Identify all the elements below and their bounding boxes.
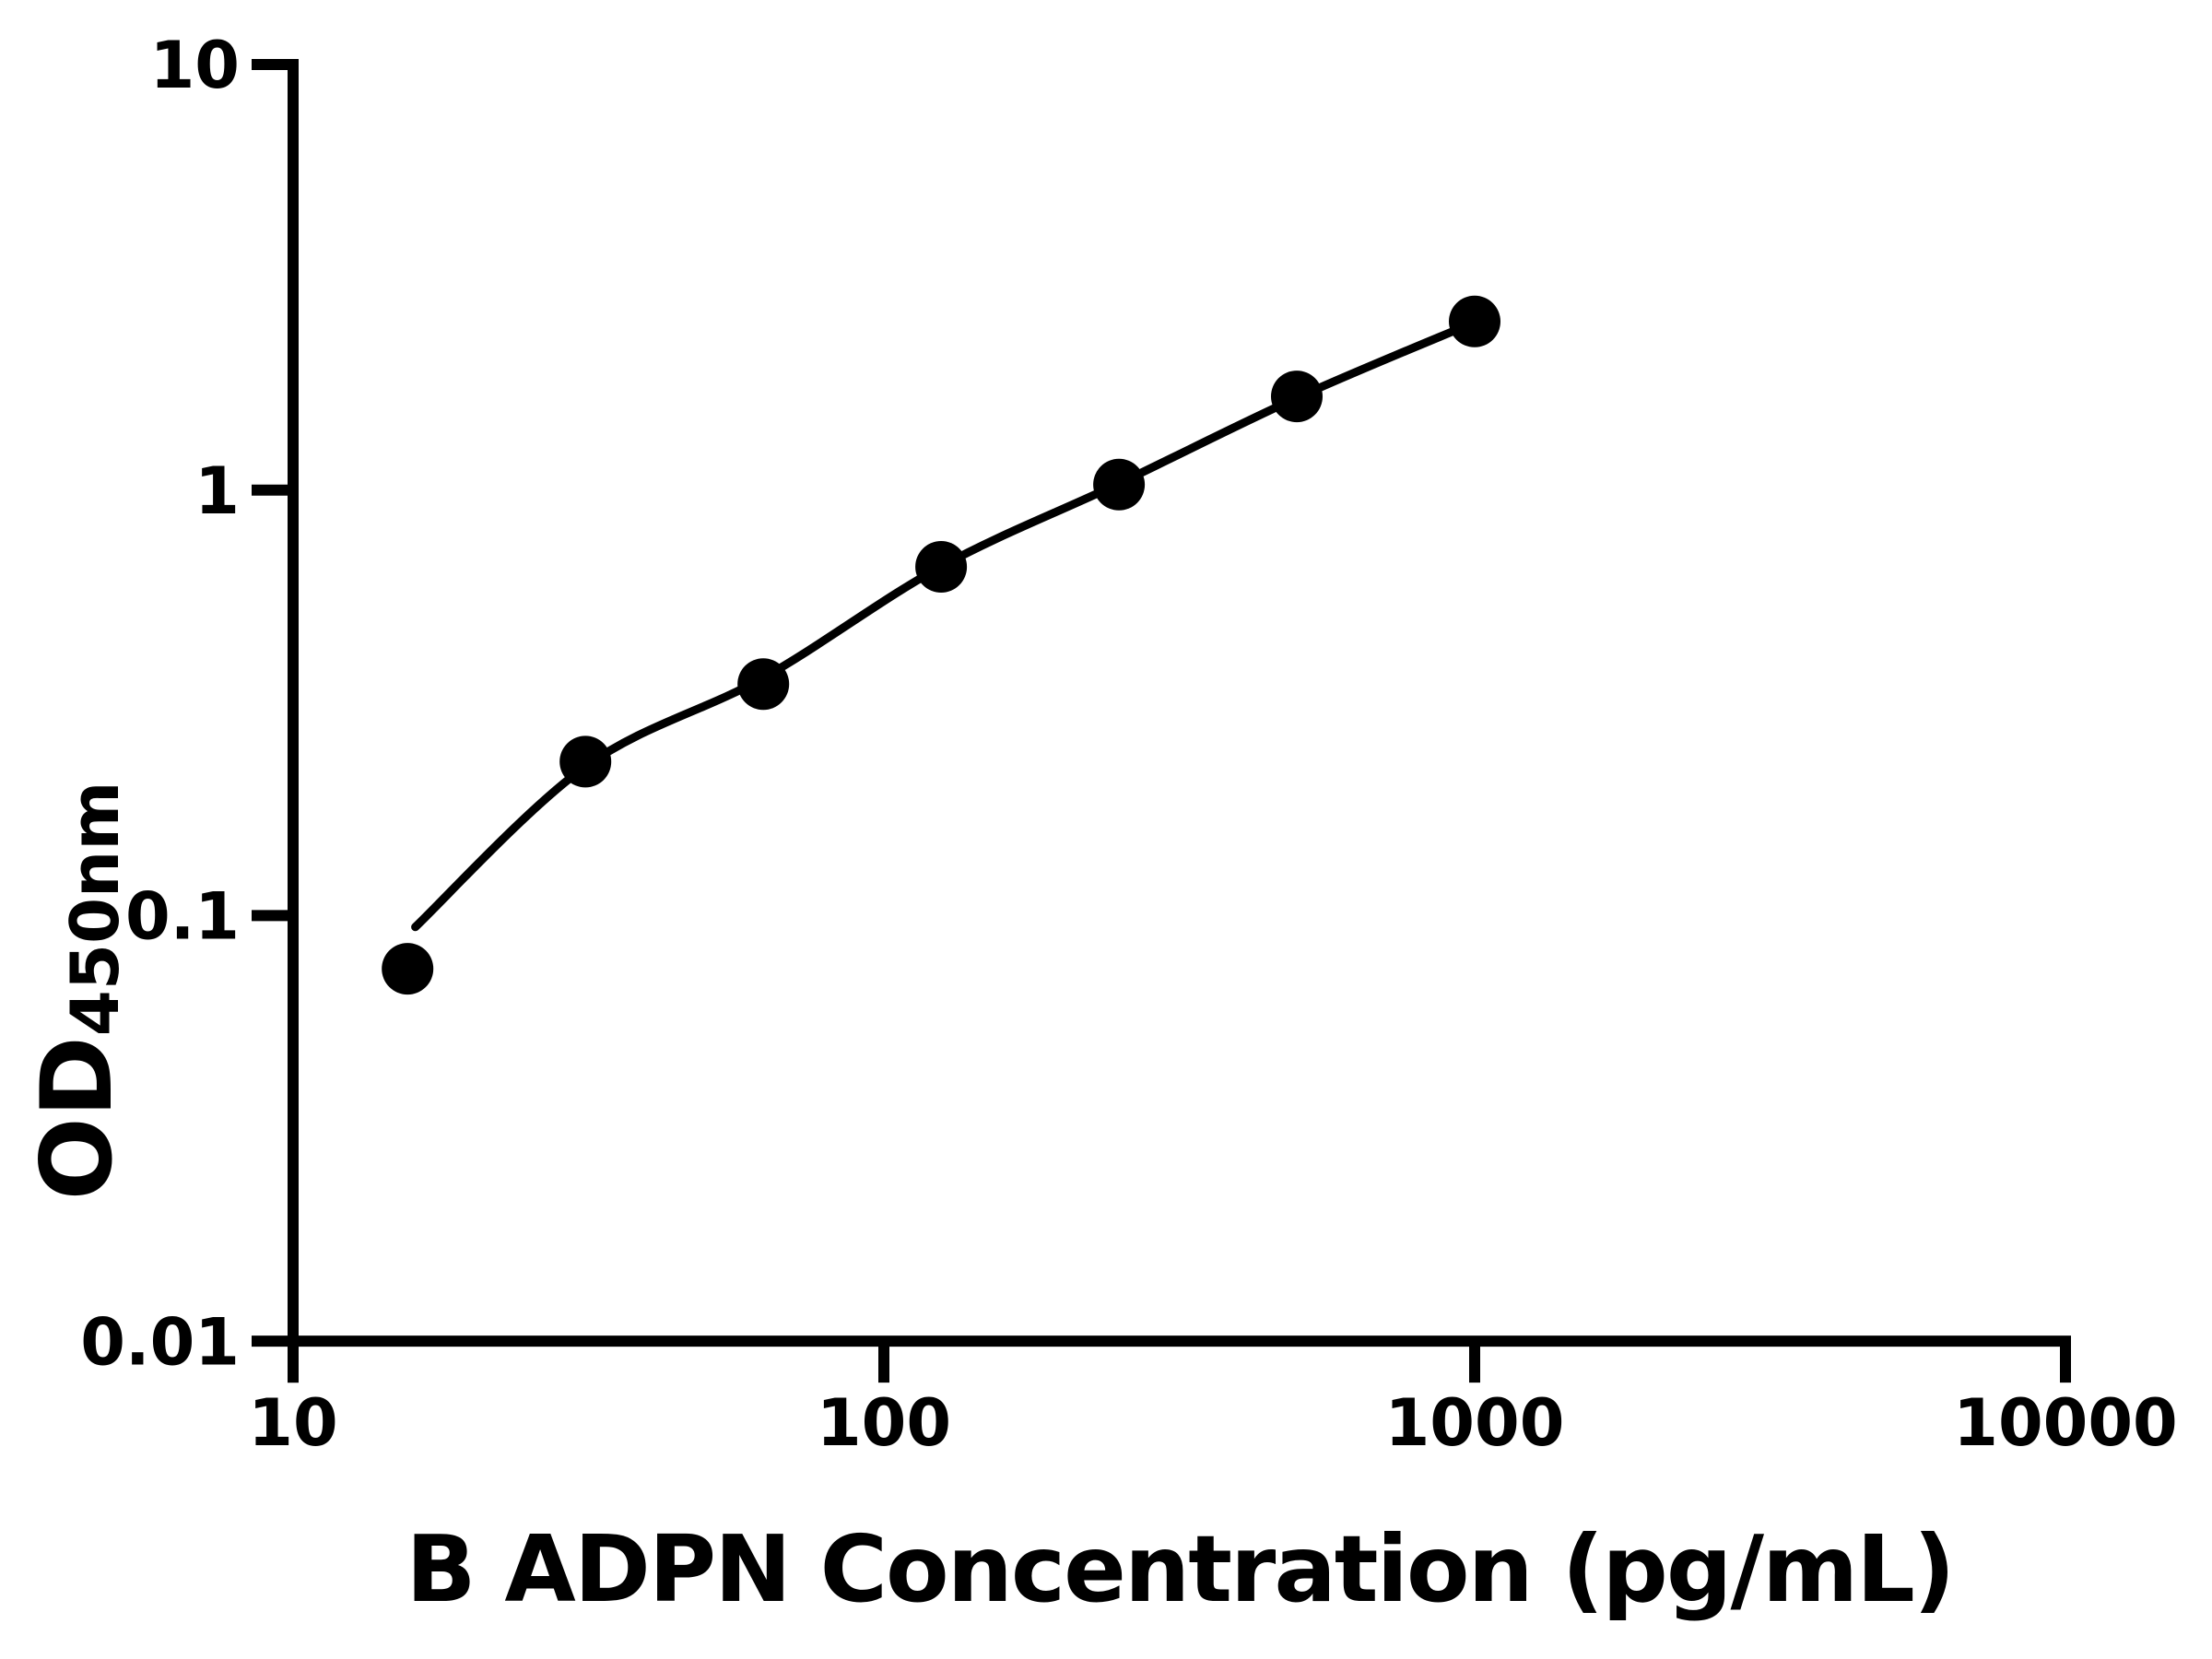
data-point-marker: [1093, 458, 1146, 511]
axes-layer: [252, 59, 2071, 1383]
y-tick-label: 10: [150, 28, 240, 103]
y-axis-title: OD450nm: [20, 782, 134, 1201]
data-point-marker: [915, 541, 968, 593]
x-tick-label: 10000: [1953, 1385, 2178, 1461]
data-point-marker: [1449, 295, 1500, 347]
x-tick-label: 100: [817, 1385, 951, 1461]
data-points-layer: [382, 295, 1500, 995]
y-tick-label: 0.01: [80, 1304, 240, 1380]
data-point-marker: [1271, 371, 1323, 423]
y-tick-label: 1: [194, 453, 240, 529]
y-axis-title-subscript: 450nm: [56, 782, 134, 1037]
x-axis-title: B ADPN Concentration (pg/mL): [406, 1515, 1953, 1623]
y-axis-title-main: OD: [20, 1036, 134, 1200]
data-point-marker: [382, 943, 434, 995]
labels-layer: B ADPN Concentration (pg/mL) OD450nm 10 1…: [20, 28, 2178, 1623]
data-point-marker: [737, 658, 790, 711]
data-point-marker: [559, 735, 612, 788]
y-tick-label: 0.1: [125, 879, 240, 955]
x-tick-label: 10: [248, 1385, 337, 1461]
x-tick-label: 1000: [1385, 1385, 1565, 1461]
